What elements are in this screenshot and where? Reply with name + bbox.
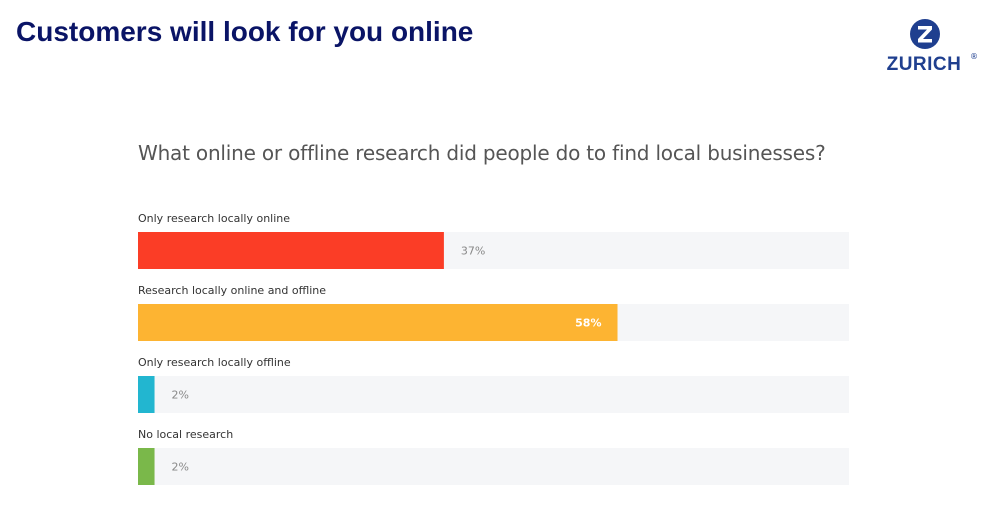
category-label: No local research <box>138 428 233 441</box>
bar <box>138 376 155 413</box>
chart-title: What online or offline research did peop… <box>138 141 826 165</box>
value-label: 2% <box>172 461 189 474</box>
bar <box>138 448 155 485</box>
category-label: Research locally online and offline <box>138 284 326 297</box>
category-label: Only research locally offline <box>138 356 291 369</box>
category-label: Only research locally online <box>138 212 290 225</box>
bar <box>138 232 444 269</box>
registered-mark: ® <box>970 52 978 61</box>
value-label: 2% <box>172 389 189 402</box>
zurich-logo: ZURICH ® <box>876 18 980 80</box>
bar-track <box>138 448 849 485</box>
value-label: 58% <box>575 317 601 330</box>
zurich-z-icon <box>910 19 940 49</box>
logo-wordmark: ZURICH <box>886 54 962 75</box>
slide-title: Customers will look for you online <box>16 16 474 47</box>
bar <box>138 304 618 341</box>
bar-track <box>138 376 849 413</box>
value-label: 37% <box>461 245 485 258</box>
